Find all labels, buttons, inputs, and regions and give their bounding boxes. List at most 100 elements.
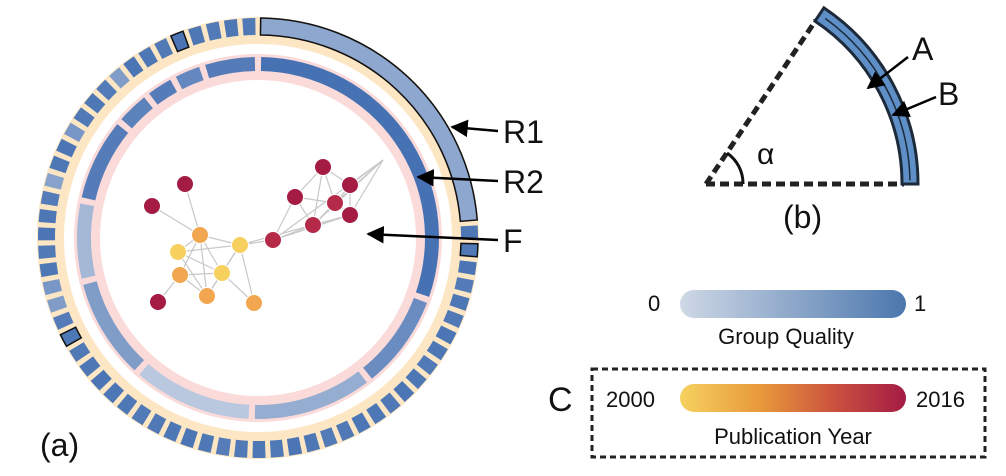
outer-ring-segment[interactable] xyxy=(234,439,248,458)
outer-ring-segment[interactable] xyxy=(73,107,95,128)
outer-ring-segment[interactable] xyxy=(242,18,256,36)
outer-ring-segment[interactable] xyxy=(416,354,438,376)
outer-ring-segment[interactable] xyxy=(180,427,198,449)
callout-label-r1: R1 xyxy=(503,114,544,150)
outer-ring-segment[interactable] xyxy=(47,295,68,313)
outer-ring-segment[interactable] xyxy=(116,393,138,415)
inner-ring-segment[interactable] xyxy=(205,57,256,79)
network-node[interactable] xyxy=(304,216,322,234)
outer-ring-segment[interactable] xyxy=(188,25,206,46)
inner-ring-segment[interactable] xyxy=(81,124,129,201)
outer-ring-segment[interactable] xyxy=(393,380,415,402)
network-node[interactable] xyxy=(341,206,359,224)
outer-ring-segment[interactable] xyxy=(42,278,62,296)
outer-ring-segment[interactable] xyxy=(40,190,60,207)
outer-ring-segment[interactable] xyxy=(38,245,56,259)
inner-ring-segment[interactable] xyxy=(76,203,96,279)
legend-year-box-label: C xyxy=(548,381,573,419)
callouts: R1 R2 F xyxy=(366,114,544,259)
inner-ring-segment[interactable] xyxy=(149,79,178,105)
outer-ring-segment[interactable] xyxy=(223,19,239,38)
outer-ring-segment[interactable] xyxy=(459,242,479,258)
legend-quality-max: 1 xyxy=(914,291,926,316)
legend-year-min: 2000 xyxy=(606,387,655,412)
outer-ring-segment[interactable] xyxy=(79,356,101,377)
network-node[interactable] xyxy=(245,294,263,312)
outer-ring-segment[interactable] xyxy=(426,340,448,361)
outer-ring-segment[interactable] xyxy=(96,79,118,101)
outer-ring-segment[interactable] xyxy=(215,437,231,457)
legend-group-quality: 0 1 Group Quality xyxy=(648,290,926,349)
inner-ring-segment[interactable] xyxy=(254,371,367,420)
inner-ring-segment[interactable] xyxy=(121,97,153,129)
network-node[interactable] xyxy=(171,266,189,284)
outer-ring-segment[interactable] xyxy=(52,311,74,330)
outer-ring-segment[interactable] xyxy=(103,382,125,404)
outer-ring-segment[interactable] xyxy=(460,225,478,239)
outer-ring-segment[interactable] xyxy=(123,56,144,78)
network-node[interactable] xyxy=(341,176,359,194)
network-edge xyxy=(199,234,208,297)
outer-ring-segment[interactable] xyxy=(109,67,130,89)
outer-ring-segment[interactable] xyxy=(90,369,112,391)
network-node[interactable] xyxy=(286,188,304,206)
outer-ring-segment[interactable] xyxy=(351,412,371,434)
outer-ring-segment[interactable] xyxy=(197,433,215,453)
outer-ring-segment[interactable] xyxy=(147,413,167,435)
outer-ring-segment[interactable] xyxy=(84,93,106,114)
outer-ring-segment[interactable] xyxy=(286,436,303,456)
network-node[interactable] xyxy=(326,194,344,212)
network-edge xyxy=(151,205,201,236)
outer-ring-segment[interactable] xyxy=(56,138,77,158)
legend-year-max: 2016 xyxy=(916,387,965,412)
outer-ring-segment[interactable] xyxy=(38,208,57,224)
outer-ring-segment[interactable] xyxy=(37,227,56,241)
outer-ring-segment[interactable] xyxy=(269,439,284,458)
outer-ring-segment[interactable] xyxy=(443,309,464,328)
outer-ring-segment[interactable] xyxy=(366,403,387,425)
outer-ring-segment[interactable] xyxy=(154,38,174,59)
outer-ring-segment[interactable] xyxy=(49,155,70,174)
outer-ring-segment[interactable] xyxy=(59,326,83,348)
network-node[interactable] xyxy=(176,175,194,193)
outer-ring-segment[interactable] xyxy=(64,122,86,143)
outer-ring-segment[interactable] xyxy=(335,420,355,442)
outer-ring-segment[interactable] xyxy=(405,368,427,390)
network-node[interactable] xyxy=(191,226,209,244)
network-node[interactable] xyxy=(314,158,332,176)
callout-arrow-f xyxy=(366,225,499,244)
network-node[interactable] xyxy=(169,243,187,261)
outer-ring-segment[interactable] xyxy=(380,392,401,414)
outer-ring-segment[interactable] xyxy=(454,277,474,294)
inner-ring-segment[interactable] xyxy=(83,281,145,371)
network-node[interactable] xyxy=(213,264,231,282)
outer-ring-segment[interactable] xyxy=(435,325,457,345)
network-edge xyxy=(177,244,241,253)
inner-ring-segment[interactable] xyxy=(175,66,204,90)
outer-ring-segment[interactable] xyxy=(169,30,190,53)
network-node[interactable] xyxy=(149,293,167,311)
outer-ring-segment[interactable] xyxy=(131,404,152,426)
outer-ring-segment[interactable] xyxy=(205,21,222,41)
outer-ring-segment[interactable] xyxy=(252,440,266,458)
outer-ring-segment[interactable] xyxy=(303,432,321,453)
outer-ring-segment[interactable] xyxy=(138,46,158,68)
network-node[interactable] xyxy=(231,236,249,254)
inner-ring-segment[interactable] xyxy=(139,364,250,419)
outer-ring-segment[interactable] xyxy=(44,172,65,190)
outer-ring-segment[interactable] xyxy=(259,17,479,223)
outer-ring-segment[interactable] xyxy=(39,262,59,278)
outer-ring-segment[interactable] xyxy=(320,427,338,448)
network-node[interactable] xyxy=(198,287,216,305)
node-area xyxy=(100,80,416,396)
outer-ring-segment[interactable] xyxy=(69,342,91,362)
callout-arrow-r1 xyxy=(450,119,499,138)
network-node[interactable] xyxy=(143,197,161,215)
outer-ring-segment[interactable] xyxy=(458,260,477,276)
network-node[interactable] xyxy=(264,231,282,249)
legend-quality-bar xyxy=(680,290,906,318)
label-alpha: α xyxy=(757,138,774,171)
outer-ring-segment[interactable] xyxy=(449,293,470,311)
inner-ring-segment[interactable] xyxy=(363,297,427,379)
outer-ring-segment[interactable] xyxy=(163,421,182,442)
